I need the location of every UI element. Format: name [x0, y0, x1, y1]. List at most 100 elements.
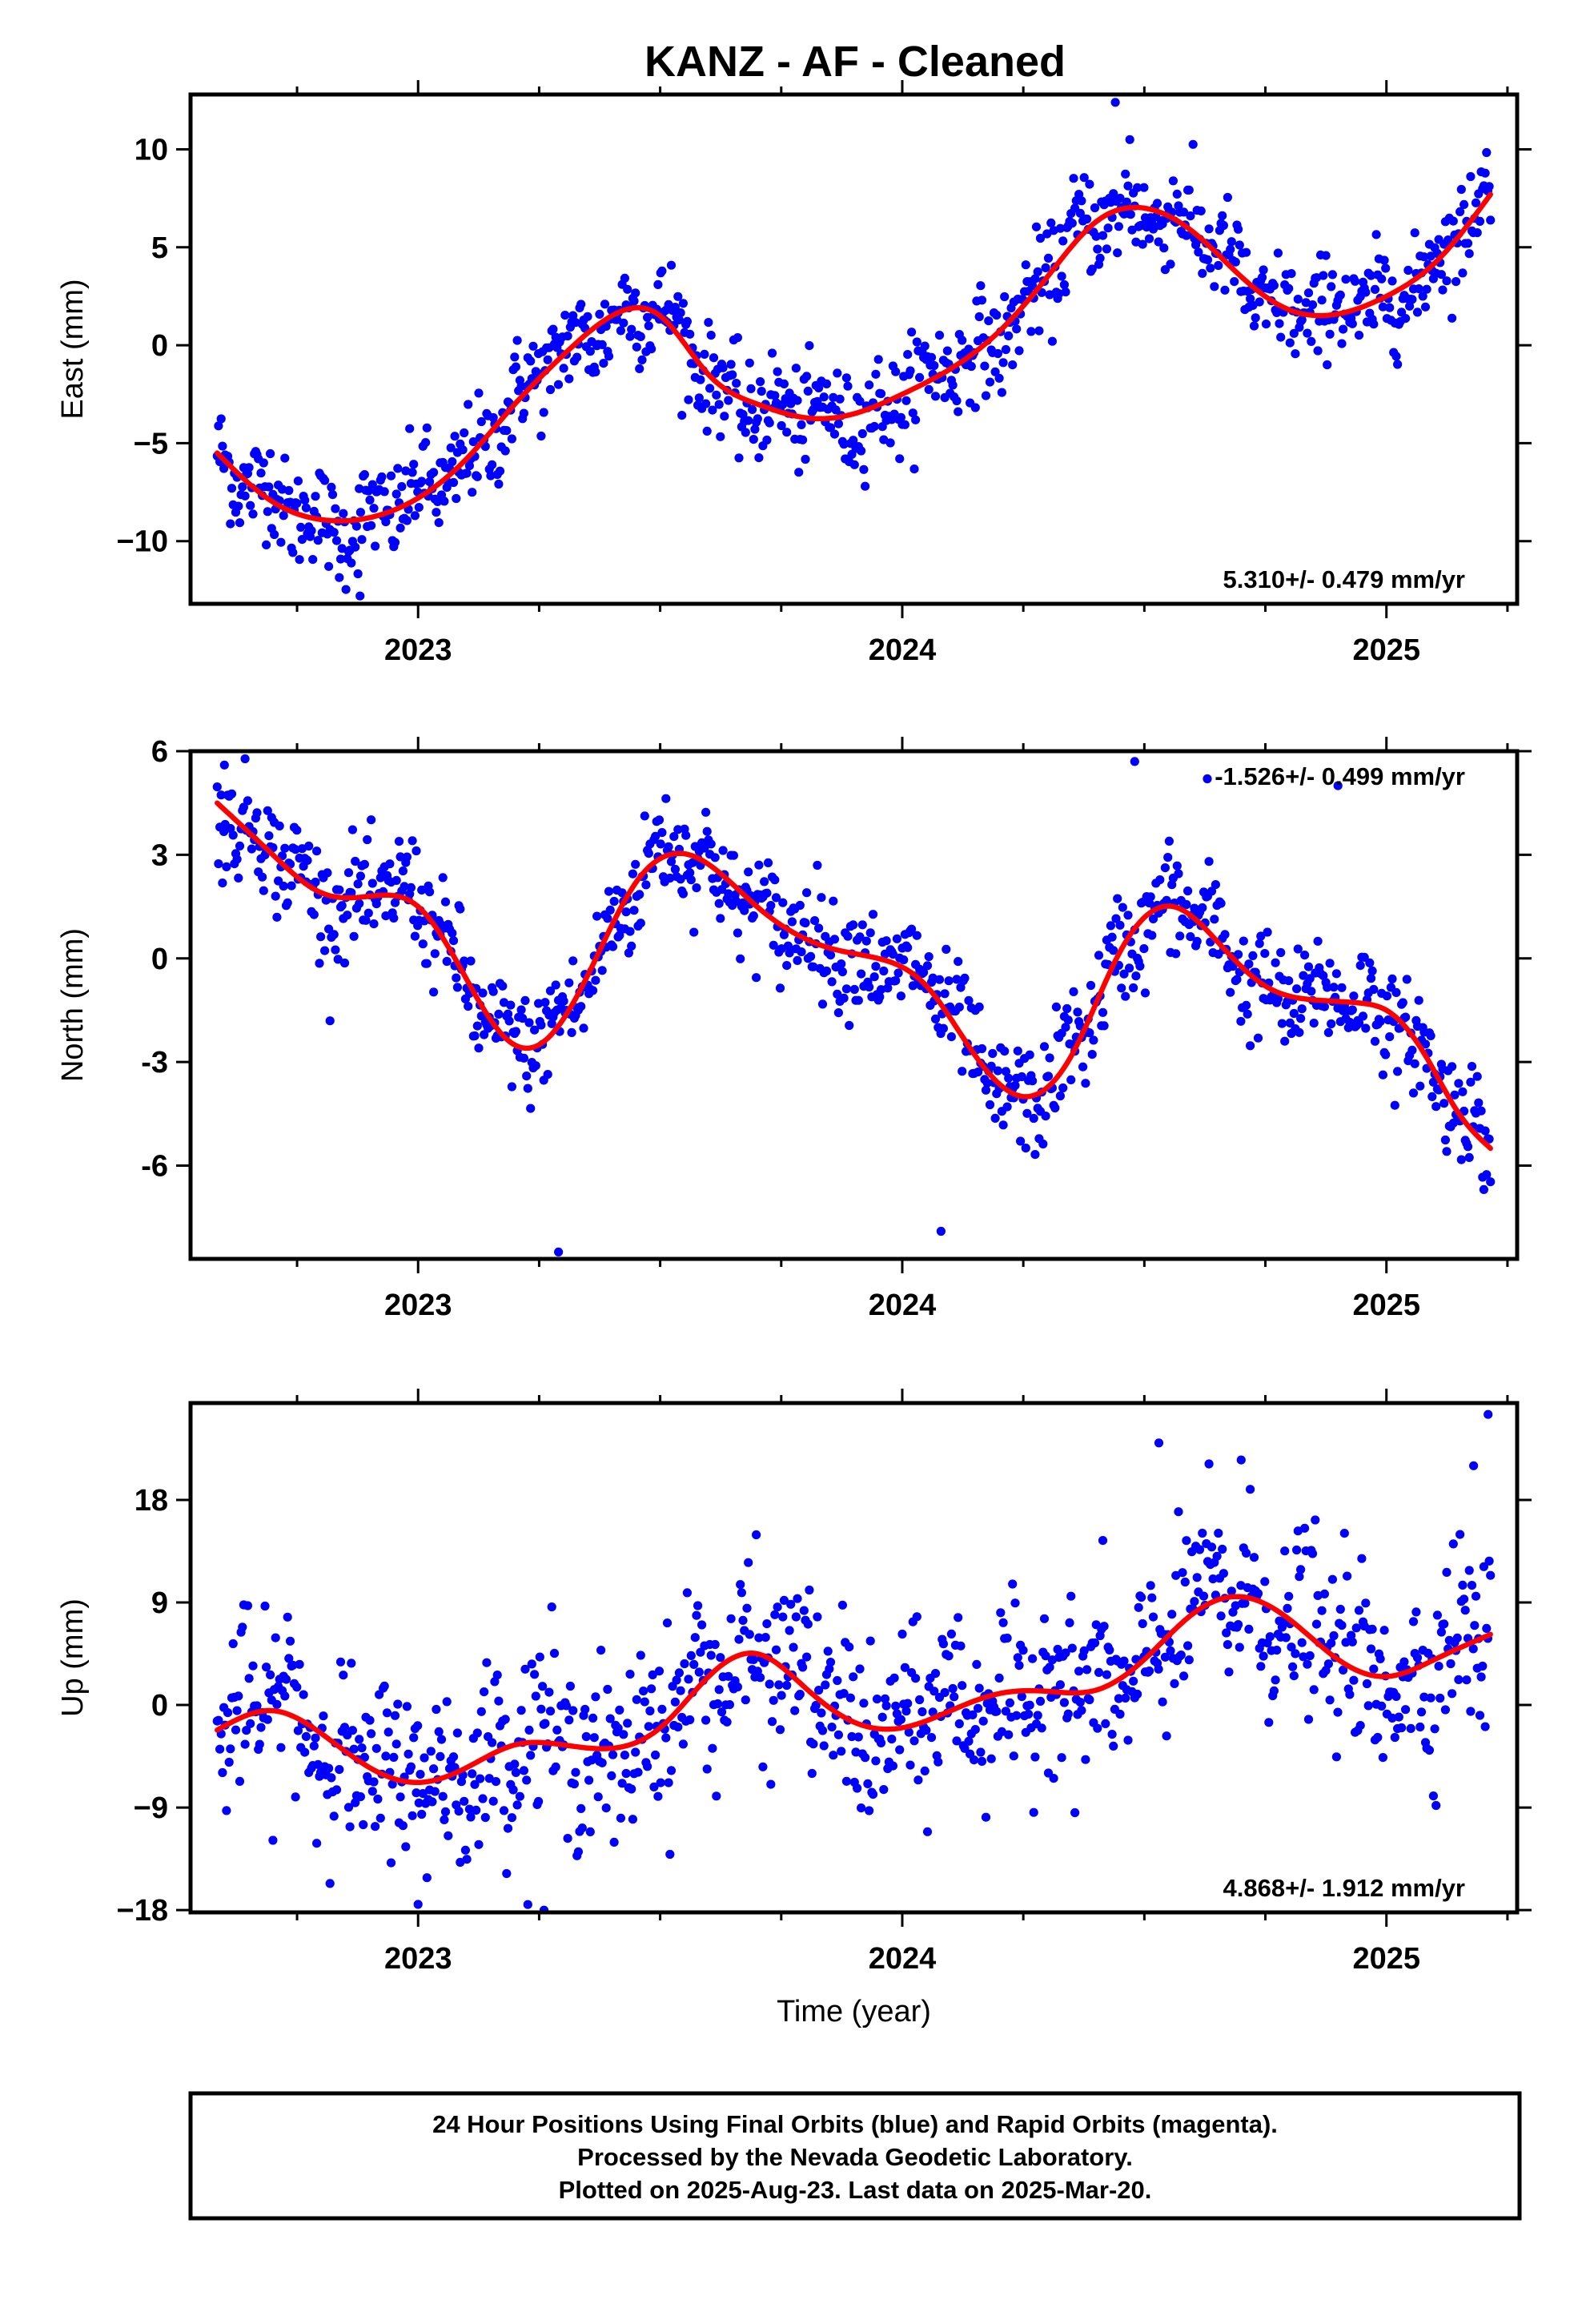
north-point	[452, 973, 461, 983]
north-point	[460, 956, 469, 966]
north-point	[605, 905, 615, 915]
up-point	[271, 1633, 280, 1642]
east-point	[1378, 302, 1387, 312]
east-point	[1079, 173, 1089, 183]
north-point	[986, 1061, 996, 1071]
up-point	[1357, 1554, 1367, 1563]
up-point	[1160, 1652, 1170, 1662]
up-point	[745, 1630, 754, 1639]
up-point	[515, 1791, 525, 1801]
east-point	[468, 437, 478, 447]
east-point	[458, 445, 468, 455]
east-point	[256, 468, 266, 478]
north-point	[337, 901, 347, 911]
up-y-axis-label: Up (mm)	[56, 1598, 90, 1717]
north-point	[564, 978, 574, 987]
east-point	[1442, 276, 1452, 286]
north-point	[1058, 1083, 1068, 1093]
up-point	[1408, 1617, 1419, 1626]
up-point	[345, 1822, 355, 1831]
up-point	[1432, 1610, 1442, 1620]
east-x-tick-label: 2024	[869, 633, 937, 667]
north-point	[516, 1005, 526, 1015]
east-point	[1289, 328, 1299, 338]
up-point	[1311, 1619, 1322, 1629]
up-point	[404, 1749, 413, 1759]
east-point	[1276, 332, 1286, 342]
north-point	[1375, 1016, 1385, 1027]
east-point	[706, 331, 716, 340]
up-point	[1148, 1612, 1158, 1622]
east-point	[657, 266, 667, 275]
up-point	[837, 1747, 846, 1756]
north-point	[597, 966, 607, 975]
east-point	[857, 428, 867, 439]
up-point	[329, 1811, 339, 1821]
up-point	[1024, 1709, 1034, 1719]
north-point	[369, 919, 379, 929]
up-point	[234, 1691, 243, 1701]
up-point	[992, 1707, 1002, 1716]
east-point	[280, 453, 290, 463]
north-point	[1175, 931, 1185, 941]
north-point	[216, 790, 226, 800]
up-point	[301, 1731, 311, 1741]
east-point	[762, 435, 772, 445]
up-point	[1242, 1548, 1251, 1558]
up-point	[488, 1738, 497, 1747]
up-point	[480, 1687, 489, 1697]
north-point	[271, 891, 280, 901]
east-point	[277, 485, 287, 494]
east-point	[1008, 360, 1018, 370]
up-point	[734, 1634, 744, 1644]
north-point	[940, 989, 950, 999]
up-point	[762, 1619, 772, 1629]
up-point	[1287, 1642, 1296, 1652]
north-point	[258, 872, 267, 882]
up-x-tick-label: 2024	[869, 1942, 937, 1976]
east-point	[647, 344, 656, 354]
east-x-tick-label: 2025	[1352, 633, 1420, 667]
north-point	[1407, 1045, 1417, 1055]
up-point	[1039, 1614, 1050, 1623]
up-point	[921, 1726, 931, 1735]
up-point	[460, 1796, 469, 1806]
up-point	[948, 1683, 958, 1694]
up-point	[1190, 1597, 1199, 1606]
up-point	[1305, 1651, 1315, 1661]
north-point	[568, 956, 578, 966]
up-point	[1412, 1653, 1423, 1663]
east-point	[1381, 263, 1391, 273]
north-point	[524, 1018, 534, 1027]
north-point	[1123, 911, 1133, 920]
east-point	[1339, 324, 1348, 334]
north-axes-frame	[188, 749, 1520, 1261]
east-point	[920, 341, 930, 351]
up-point	[544, 1687, 554, 1697]
up-point	[1431, 1800, 1441, 1811]
north-point	[1051, 1002, 1061, 1011]
up-point	[930, 1687, 939, 1696]
north-point	[1329, 983, 1339, 992]
north-point	[511, 1027, 521, 1036]
east-point	[433, 497, 443, 507]
up-point	[865, 1636, 875, 1646]
north-point	[760, 877, 769, 887]
north-point	[311, 877, 320, 887]
north-point	[1210, 915, 1219, 924]
north-point	[331, 945, 340, 955]
east-point	[410, 511, 420, 521]
up-point	[438, 1791, 448, 1801]
east-point	[1098, 231, 1108, 240]
north-point	[592, 911, 602, 921]
up-point	[1265, 1632, 1275, 1642]
up-point	[625, 1670, 635, 1679]
up-point	[1479, 1562, 1488, 1571]
north-point	[763, 858, 773, 867]
north-point	[418, 939, 428, 949]
up-point	[1067, 1643, 1077, 1653]
up-point	[1484, 1409, 1493, 1419]
north-point	[1347, 1005, 1357, 1015]
up-point	[736, 1580, 745, 1590]
north-point	[1073, 1007, 1082, 1017]
